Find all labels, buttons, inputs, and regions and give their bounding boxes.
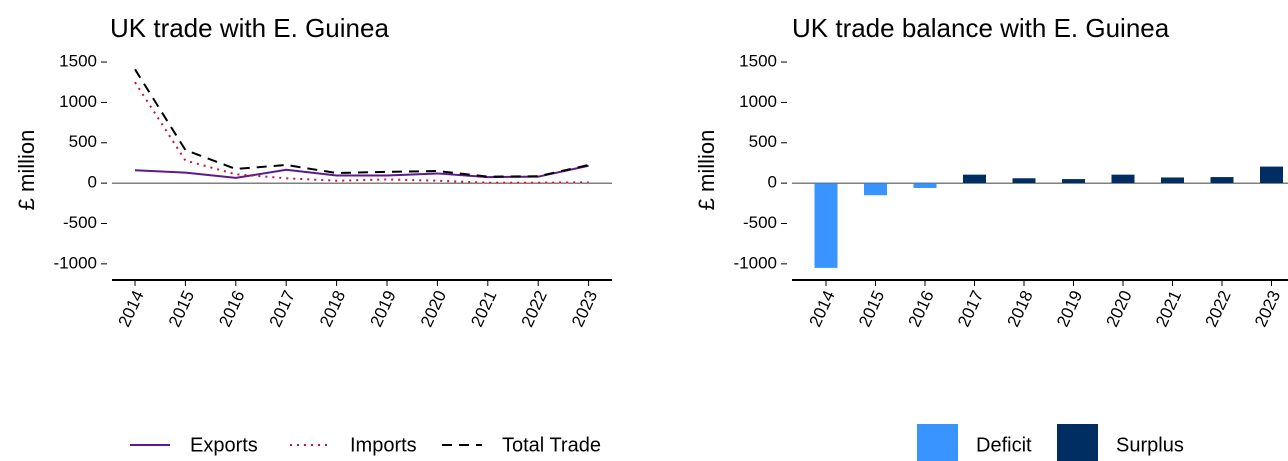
y-tick-label: 1000 — [739, 92, 777, 111]
x-tick-label: 2019 — [1053, 288, 1086, 330]
legend-swatch — [917, 424, 958, 461]
legend-label: Deficit — [976, 434, 1032, 456]
y-axis-label: £ million — [694, 130, 719, 211]
x-tick-label: 2020 — [417, 288, 450, 330]
y-tick-label: 0 — [768, 173, 777, 192]
legend-label: Surplus — [1116, 434, 1184, 456]
x-tick-label: 2021 — [467, 288, 500, 330]
series-line — [134, 68, 589, 178]
x-tick-label: 2014 — [114, 288, 147, 330]
y-tick-label: 500 — [69, 132, 97, 151]
x-tick-label: 2014 — [805, 288, 838, 330]
legend-label: Imports — [350, 434, 417, 456]
legend-swatch — [1057, 424, 1098, 461]
legend-label: Exports — [190, 434, 258, 456]
y-tick-label: -1000 — [734, 253, 777, 272]
y-tick-label: 0 — [88, 173, 97, 192]
bar — [814, 183, 838, 268]
x-tick-label: 2023 — [568, 288, 601, 330]
y-tick-label: -1000 — [54, 253, 97, 272]
x-tick-label: 2022 — [1201, 288, 1234, 330]
x-tick-label: 2018 — [1003, 288, 1036, 330]
x-tick-label: 2017 — [954, 288, 987, 330]
bar — [1210, 177, 1234, 184]
bar — [1260, 166, 1283, 184]
x-tick-label: 2017 — [266, 288, 299, 330]
bar — [1062, 179, 1085, 184]
x-tick-label: 2020 — [1102, 288, 1135, 330]
x-tick-label: 2015 — [855, 288, 888, 330]
y-tick-label: 1500 — [739, 52, 777, 71]
x-tick-label: 2022 — [518, 288, 551, 330]
bar — [864, 183, 887, 196]
bar — [963, 174, 986, 184]
bar — [1161, 177, 1184, 184]
x-tick-label: 2023 — [1251, 288, 1284, 330]
x-tick-label: 2019 — [366, 288, 399, 330]
chart-title: UK trade with E. Guinea — [110, 13, 389, 43]
y-axis-label: £ million — [14, 130, 39, 211]
y-tick-label: -500 — [743, 213, 777, 232]
series-line — [134, 81, 589, 184]
x-tick-label: 2015 — [165, 288, 198, 330]
x-tick-label: 2018 — [316, 288, 349, 330]
y-tick-label: 500 — [749, 132, 777, 151]
y-tick-label: -500 — [63, 213, 97, 232]
chart-title: UK trade balance with E. Guinea — [792, 13, 1170, 43]
x-tick-label: 2016 — [904, 288, 937, 330]
y-tick-label: 1000 — [59, 92, 97, 111]
x-tick-label: 2021 — [1152, 288, 1185, 330]
x-tick-label: 2016 — [215, 288, 248, 330]
y-tick-label: 1500 — [59, 52, 97, 71]
bar — [1111, 174, 1135, 184]
legend-label: Total Trade — [502, 434, 601, 456]
bar — [913, 183, 937, 188]
bar — [1012, 178, 1036, 184]
